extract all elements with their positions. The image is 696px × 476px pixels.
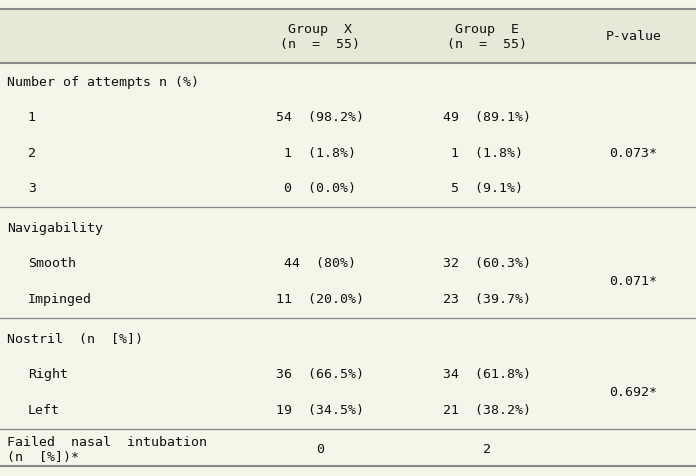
Text: 0: 0 (316, 442, 324, 455)
Text: 34  (61.8%): 34 (61.8%) (443, 367, 531, 380)
Text: Nostril  (n  [%]): Nostril (n [%]) (7, 332, 143, 345)
Text: Right: Right (28, 367, 68, 380)
Text: 36  (66.5%): 36 (66.5%) (276, 367, 364, 380)
Text: Number of attempts n (%): Number of attempts n (%) (7, 76, 199, 89)
Text: 49  (89.1%): 49 (89.1%) (443, 111, 531, 124)
Text: 23  (39.7%): 23 (39.7%) (443, 292, 531, 305)
Text: Navigability: Navigability (7, 221, 103, 234)
Text: 5  (9.1%): 5 (9.1%) (451, 182, 523, 195)
Bar (0, 10, 696, 64)
Text: 0  (0.0%): 0 (0.0%) (284, 182, 356, 195)
Text: 1  (1.8%): 1 (1.8%) (284, 146, 356, 159)
Text: P-value: P-value (606, 30, 661, 43)
Text: 11  (20.0%): 11 (20.0%) (276, 292, 364, 305)
Text: Group  X
(n  =  55): Group X (n = 55) (280, 23, 360, 51)
Text: 1: 1 (28, 111, 35, 124)
Text: 19  (34.5%): 19 (34.5%) (276, 403, 364, 416)
Text: 2: 2 (28, 146, 35, 159)
Text: 1  (1.8%): 1 (1.8%) (451, 146, 523, 159)
Text: 0.071*: 0.071* (610, 275, 657, 288)
Text: Group  E
(n  =  55): Group E (n = 55) (448, 23, 527, 51)
Text: Left: Left (28, 403, 60, 416)
Text: 3: 3 (28, 182, 35, 195)
Text: 2: 2 (483, 442, 491, 455)
Text: 44  (80%): 44 (80%) (284, 257, 356, 270)
Text: Smooth: Smooth (28, 257, 76, 270)
Text: 0.692*: 0.692* (610, 385, 657, 398)
Text: 21  (38.2%): 21 (38.2%) (443, 403, 531, 416)
Text: 0.073*: 0.073* (610, 146, 657, 159)
Text: Failed  nasal  intubation
(n  [%])*: Failed nasal intubation (n [%])* (7, 435, 207, 463)
Text: Impinged: Impinged (28, 292, 92, 305)
Text: 32  (60.3%): 32 (60.3%) (443, 257, 531, 270)
Text: 54  (98.2%): 54 (98.2%) (276, 111, 364, 124)
